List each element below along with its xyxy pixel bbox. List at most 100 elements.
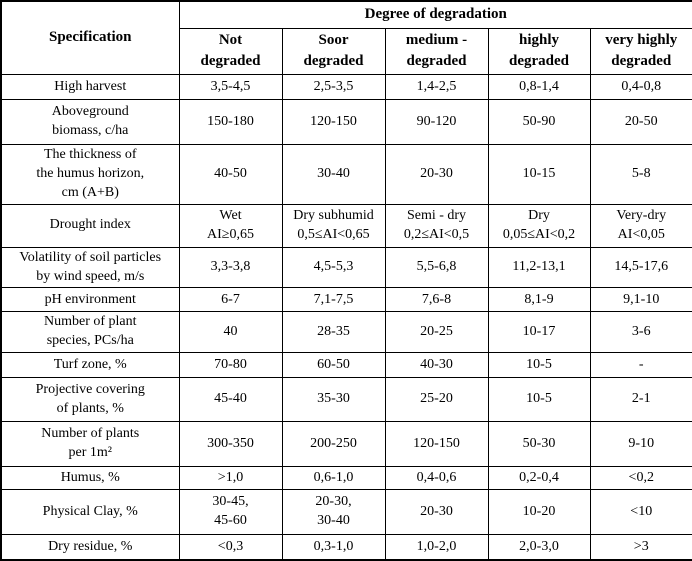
row-label: Dry residue, % xyxy=(0,534,180,561)
header-row-top: Specification Degree of degradation xyxy=(0,0,692,75)
table-row: Humus, % >1,0 0,6-1,0 0,4-0,6 0,2-0,4 <0,2 xyxy=(0,466,692,491)
cell-value: 9,1-10 xyxy=(589,287,692,313)
degree-of-degradation-header: Degree of degradation xyxy=(178,0,692,29)
cell-value: 10-15 xyxy=(487,144,591,205)
cell-value: 1,0-2,0 xyxy=(384,534,489,561)
table-row: Number of plants per 1m² 300-350 200-250 12… xyxy=(0,421,692,468)
cell-value: 0,4-0,6 xyxy=(384,466,489,491)
row-label: High harvest xyxy=(0,74,180,100)
row-label: Physical Clay, % xyxy=(0,489,180,536)
cell-value: 300-350 xyxy=(178,421,283,468)
cell-value: 6-7 xyxy=(178,287,283,313)
cell-value: 50-90 xyxy=(487,99,591,145)
table-row: Projective covering of plants, % 45-40 35-… xyxy=(0,377,692,423)
table-row: Drought index Wet AI≥0,65 Dry subhumid 0,5… xyxy=(0,203,692,248)
header-row-degrees: Not degraded Soor degraded medium - degrad… xyxy=(1,27,692,75)
cell-value: 3-6 xyxy=(589,311,692,354)
row-label: Volatility of soil particles by wind spe… xyxy=(0,246,180,289)
cell-value: 20-30 xyxy=(384,489,489,536)
cell-value: 20-30, 30-40 xyxy=(281,489,386,536)
cell-value: 20-25 xyxy=(384,311,489,354)
cell-value: 20-30 xyxy=(384,144,489,205)
cell-value: 10-20 xyxy=(487,489,591,536)
degree-column-header: medium - degraded xyxy=(384,27,489,75)
cell-value: 3,3-3,8 xyxy=(178,246,283,289)
cell-value: 35-30 xyxy=(281,377,386,423)
row-label: The thickness of the humus horizon, cm (… xyxy=(0,144,180,205)
cell-value: >1,0 xyxy=(178,466,283,491)
cell-value: - xyxy=(589,352,692,379)
cell-value: 25-20 xyxy=(384,377,489,423)
cell-value: Semi - dry 0,2≤AI<0,5 xyxy=(384,203,489,248)
table-row: High harvest 3,5-4,5 2,5-3,5 1,4-2,5 0,8-1,4… xyxy=(0,74,692,100)
cell-value: 30-45, 45-60 xyxy=(178,489,283,536)
cell-value: 2,5-3,5 xyxy=(281,74,386,100)
cell-value: Wet AI≥0,65 xyxy=(178,203,283,248)
table-header: Specification Degree of degradation Not … xyxy=(0,0,692,75)
cell-value: 9-10 xyxy=(589,421,692,468)
row-label: Number of plant species, PCs/ha xyxy=(0,311,180,354)
cell-value: 45-40 xyxy=(178,377,283,423)
row-label: Humus, % xyxy=(0,466,180,491)
cell-value: 7,6-8 xyxy=(384,287,489,313)
cell-value: <0,2 xyxy=(589,466,692,491)
table-row: The thickness of the humus horizon, cm (… xyxy=(0,144,692,205)
cell-value: 20-50 xyxy=(589,99,692,145)
table-body: High harvest 3,5-4,5 2,5-3,5 1,4-2,5 0,8-1,4… xyxy=(0,74,692,561)
cell-value: 14,5-17,6 xyxy=(589,246,692,289)
cell-value: 5,5-6,8 xyxy=(384,246,489,289)
row-label: Aboveground biomass, c/ha xyxy=(0,99,180,145)
cell-value: 8,1-9 xyxy=(487,287,591,313)
cell-value: 200-250 xyxy=(281,421,386,468)
cell-value: >3 xyxy=(589,534,692,561)
cell-value: 0,8-1,4 xyxy=(487,74,591,100)
cell-value: 60-50 xyxy=(281,352,386,379)
cell-value: 120-150 xyxy=(384,421,489,468)
table-row: Aboveground biomass, c/ha 150-180 120-150 9… xyxy=(0,99,692,145)
cell-value: 30-40 xyxy=(281,144,386,205)
cell-value: 7,1-7,5 xyxy=(281,287,386,313)
cell-value: 28-35 xyxy=(281,311,386,354)
cell-value: 2,0-3,0 xyxy=(487,534,591,561)
row-label: Drought index xyxy=(0,203,180,248)
cell-value: <0,3 xyxy=(178,534,283,561)
cell-value: 70-80 xyxy=(178,352,283,379)
table-row: Dry residue, % <0,3 0,3-1,0 1,0-2,0 2,0-3,0 >… xyxy=(0,534,692,561)
cell-value: 10-17 xyxy=(487,311,591,354)
cell-value: 11,2-13,1 xyxy=(487,246,591,289)
table-row: Volatility of soil particles by wind spe… xyxy=(0,246,692,289)
cell-value: 50-30 xyxy=(487,421,591,468)
degree-column-header: Soor degraded xyxy=(281,27,386,75)
cell-value: 2-1 xyxy=(589,377,692,423)
table-row: pH environment 6-7 7,1-7,5 7,6-8 8,1-9 9,1-10 xyxy=(0,287,692,313)
cell-value: 0,6-1,0 xyxy=(281,466,386,491)
cell-value: 0,3-1,0 xyxy=(281,534,386,561)
table-row: Physical Clay, % 30-45, 45-60 20-30, 30-40… xyxy=(0,489,692,536)
cell-value: 10-5 xyxy=(487,377,591,423)
cell-value: Dry subhumid 0,5≤AI<0,65 xyxy=(281,203,386,248)
cell-value: 1,4-2,5 xyxy=(384,74,489,100)
degree-column-header: very highly degraded xyxy=(589,27,692,75)
table-row: Number of plant species, PCs/ha 40 28-35 20… xyxy=(0,311,692,354)
degree-column-header: Not degraded xyxy=(178,27,283,75)
cell-value: Dry 0,05≤AI<0,2 xyxy=(487,203,591,248)
row-label: Projective covering of plants, % xyxy=(0,377,180,423)
cell-value: 90-120 xyxy=(384,99,489,145)
cell-value: 4,5-5,3 xyxy=(281,246,386,289)
cell-value: 40-50 xyxy=(178,144,283,205)
cell-value: 0,2-0,4 xyxy=(487,466,591,491)
cell-value: 40-30 xyxy=(384,352,489,379)
row-label: Turf zone, % xyxy=(0,352,180,379)
specification-header: Specification xyxy=(0,0,180,75)
cell-value: 40 xyxy=(178,311,283,354)
cell-value: 10-5 xyxy=(487,352,591,379)
cell-value: 150-180 xyxy=(178,99,283,145)
cell-value: 5-8 xyxy=(589,144,692,205)
cell-value: Very-dry AI<0,05 xyxy=(589,203,692,248)
degree-column-header: highly degraded xyxy=(487,27,591,75)
cell-value: 3,5-4,5 xyxy=(178,74,283,100)
cell-value: <10 xyxy=(589,489,692,536)
row-label: pH environment xyxy=(0,287,180,313)
row-label: Number of plants per 1m² xyxy=(0,421,180,468)
